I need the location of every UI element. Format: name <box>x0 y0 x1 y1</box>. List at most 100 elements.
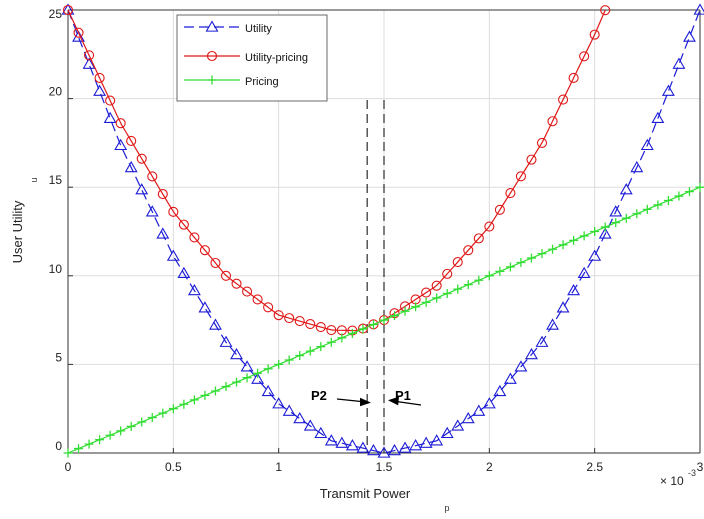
marker-utility-pricing <box>452 256 463 268</box>
y-tick-label: 25 <box>49 7 63 21</box>
marker-utility-pricing <box>252 294 263 305</box>
marker-utility <box>451 419 465 431</box>
marker-utility <box>388 443 401 456</box>
annotation-p2-arrowhead <box>360 397 371 407</box>
marker-pricing <box>390 311 400 321</box>
legend-entry-pricing-label: Pricing <box>245 76 279 88</box>
marker-utility-pricing <box>199 245 210 256</box>
marker-pricing <box>453 284 463 294</box>
marker-pricing <box>632 209 642 219</box>
marker-pricing <box>74 444 84 454</box>
marker-utility-pricing <box>568 72 579 83</box>
marker-pricing <box>326 337 336 347</box>
marker-utility <box>135 183 149 195</box>
legend-box <box>176 14 328 102</box>
series-group <box>61 3 704 458</box>
marker-pricing <box>558 240 568 250</box>
marker-utility <box>177 266 191 279</box>
marker-utility-pricing <box>326 324 337 336</box>
marker-utility-pricing <box>242 286 253 297</box>
marker-utility-pricing <box>442 268 453 279</box>
legend-marker-utility <box>205 20 219 32</box>
marker-utility-pricing <box>178 219 189 230</box>
marker-utility-pricing <box>263 302 274 313</box>
marker-pricing <box>147 413 157 423</box>
y-tick-label: 10 <box>49 262 63 276</box>
marker-pricing <box>621 213 631 223</box>
marker-pricing <box>590 227 600 236</box>
marker-pricing <box>189 395 199 405</box>
series-utility-pricing <box>62 4 611 336</box>
marker-utility-pricing <box>273 310 284 321</box>
x-axis-title: Transmit Power <box>320 486 411 501</box>
marker-utility-pricing <box>157 189 168 200</box>
annotation-p1-label: P1 <box>395 388 411 403</box>
marker-pricing <box>63 448 73 458</box>
marker-utility <box>272 397 286 409</box>
annotation-p1: P1 <box>388 388 422 406</box>
marker-pricing <box>221 382 231 392</box>
x-axis-exponent-base: × 10 <box>660 474 684 488</box>
marker-utility-pricing <box>105 95 116 106</box>
marker-pricing <box>137 417 147 427</box>
marker-utility <box>198 301 212 313</box>
marker-pricing <box>358 324 368 334</box>
marker-utility <box>314 426 328 439</box>
y-axis-subscript: u <box>29 177 39 182</box>
legend-samples <box>184 20 240 85</box>
marker-pricing <box>158 408 168 418</box>
marker-pricing <box>200 390 210 400</box>
marker-utility-pricing <box>505 188 516 199</box>
marker-utility <box>145 205 159 217</box>
marker-utility <box>377 446 391 458</box>
x-tick-label: 2 <box>486 460 493 474</box>
y-tick-label: 0 <box>55 439 62 453</box>
marker-utility <box>525 347 538 360</box>
legend-marker-utility-pricing <box>206 50 218 62</box>
marker-pricing <box>179 399 189 409</box>
series-line-utility-pricing <box>67 9 606 332</box>
marker-utility <box>556 301 570 313</box>
marker-utility <box>82 57 96 69</box>
marker-utility-pricing <box>484 221 495 232</box>
legend: Utility Utility-pricing Pricing <box>176 14 328 102</box>
marker-utility <box>335 436 349 448</box>
marker-pricing <box>474 275 484 285</box>
marker-utility <box>324 434 338 446</box>
marker-utility <box>609 205 623 217</box>
marker-pricing <box>368 320 378 330</box>
marker-utility <box>630 160 644 173</box>
marker-utility-pricing <box>84 50 95 61</box>
marker-pricing <box>642 204 652 214</box>
marker-utility <box>461 411 475 424</box>
marker-utility-pricing <box>558 94 569 105</box>
marker-utility <box>114 138 128 151</box>
marker-utility <box>472 404 486 416</box>
marker-pricing <box>263 364 273 374</box>
marker-utility-pricing <box>421 287 432 298</box>
marker-utility-pricing <box>547 116 558 127</box>
marker-pricing <box>526 253 536 263</box>
marker-utility-pricing <box>431 280 442 291</box>
marker-utility <box>367 443 380 456</box>
marker-utility-pricing <box>147 171 158 182</box>
x-tick-label: 2.5 <box>586 460 603 474</box>
y-tick-label: 20 <box>49 85 63 99</box>
marker-utility-pricing <box>136 153 147 164</box>
marker-pricing <box>105 430 115 440</box>
legend-entry-utility-pricing-label: Utility-pricing <box>245 52 308 64</box>
marker-utility-pricing <box>305 319 316 330</box>
marker-pricing <box>95 435 105 445</box>
tick-labels: 0 0.5 1 1.5 2 2.5 3 0 5 10 15 20 25 <box>49 7 704 474</box>
marker-pricing <box>663 195 673 205</box>
y-tick-label: 5 <box>55 350 62 364</box>
marker-utility <box>683 30 696 42</box>
marker-utility <box>693 3 704 15</box>
marker-pricing <box>516 258 526 268</box>
marker-pricing <box>379 315 389 325</box>
x-axis-exponent-power: -3 <box>688 468 696 478</box>
marker-utility-pricing <box>473 233 484 244</box>
marker-pricing <box>242 373 252 383</box>
marker-pricing <box>495 266 505 276</box>
